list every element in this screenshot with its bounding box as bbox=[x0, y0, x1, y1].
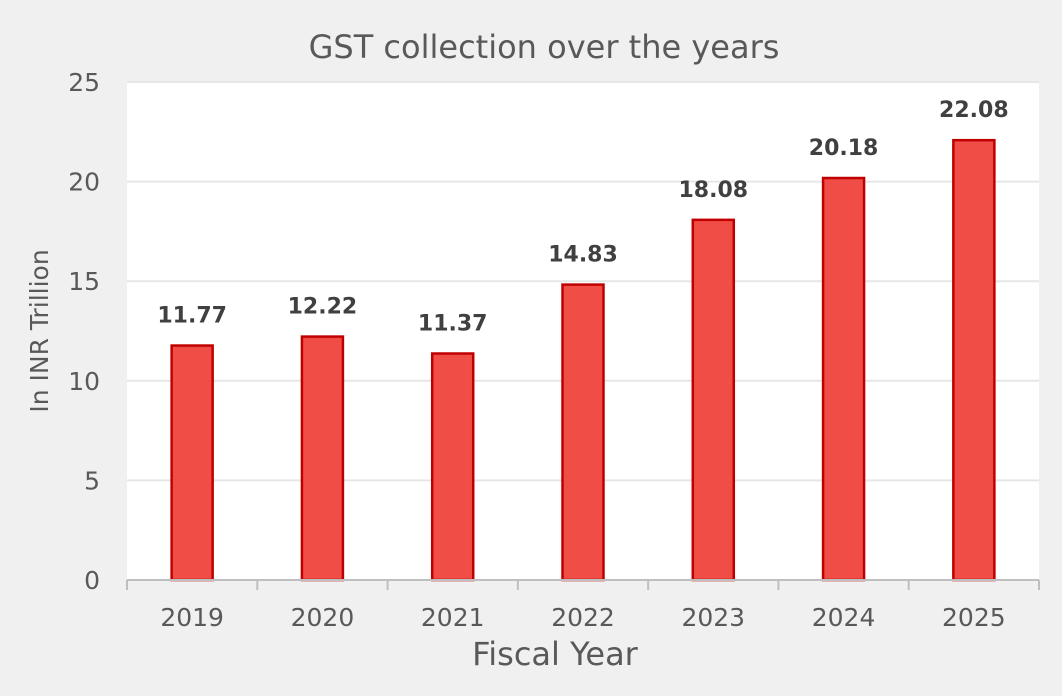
x-tick-label-2024: 2024 bbox=[812, 603, 876, 632]
bar-2021 bbox=[430, 352, 475, 582]
x-tick-label-2023: 2023 bbox=[681, 603, 745, 632]
bar-2023 bbox=[691, 218, 736, 582]
y-axis-ticks: 0 5 10 15 20 25 bbox=[68, 68, 100, 595]
x-axis-title: Fiscal Year bbox=[472, 635, 639, 673]
data-label-2019: 11.77 bbox=[157, 304, 227, 329]
bar-2020 bbox=[300, 335, 345, 582]
y-tick-label: 0 bbox=[84, 566, 100, 595]
y-tick-label: 5 bbox=[84, 466, 100, 495]
x-tick-label-2022: 2022 bbox=[551, 603, 615, 632]
data-label-2021: 11.37 bbox=[418, 312, 488, 337]
x-tick-label-2020: 2020 bbox=[291, 603, 355, 632]
data-label-2022: 14.83 bbox=[548, 243, 618, 268]
bar-2024 bbox=[821, 176, 866, 582]
x-tick-label-2021: 2021 bbox=[421, 603, 485, 632]
x-axis bbox=[126, 579, 1040, 590]
y-tick-label: 10 bbox=[68, 367, 100, 396]
data-label-2025: 22.08 bbox=[939, 98, 1009, 123]
bar-2019 bbox=[170, 344, 214, 582]
x-tick-label-2019: 2019 bbox=[160, 603, 224, 632]
data-label-2024: 20.18 bbox=[809, 136, 879, 161]
y-tick-label: 15 bbox=[68, 267, 100, 296]
chart-title: GST collection over the years bbox=[309, 28, 780, 66]
x-tick-label-2025: 2025 bbox=[942, 603, 1006, 632]
data-label-2020: 12.22 bbox=[288, 295, 358, 320]
x-axis-ticks: 2019 2020 2021 2022 2023 2024 2025 bbox=[160, 603, 1005, 632]
bar-2022 bbox=[561, 283, 605, 582]
data-labels: 11.77 12.22 11.37 14.83 18.08 20.18 22.08 bbox=[157, 98, 1008, 336]
bar-2025 bbox=[952, 138, 996, 582]
data-label-2023: 18.08 bbox=[678, 178, 748, 203]
y-tick-label: 20 bbox=[68, 168, 100, 197]
bars bbox=[170, 138, 996, 582]
y-axis-title: In INR Trillion bbox=[25, 249, 54, 412]
y-tick-label: 25 bbox=[68, 68, 100, 97]
